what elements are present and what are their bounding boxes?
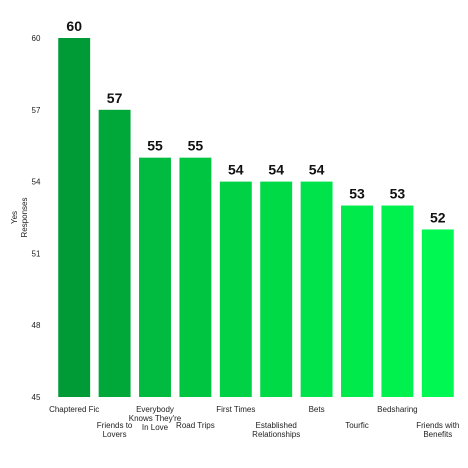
y-tick-label: 45 — [32, 393, 41, 402]
x-tick-label-line: Knows They're — [129, 414, 182, 423]
bar — [179, 157, 212, 397]
bar — [381, 205, 414, 397]
y-axis-ticks: 45 48 51 54 57 60 — [32, 34, 41, 402]
data-label: 54 — [268, 162, 284, 178]
x-tick-label-line: Road Trips — [176, 421, 215, 430]
x-tick-label: First Times — [216, 405, 255, 414]
data-label: 60 — [66, 18, 82, 34]
bar — [260, 181, 293, 397]
y-axis-title: YesResponses — [10, 197, 29, 237]
data-label: 54 — [309, 162, 325, 178]
y-tick-label: 57 — [32, 106, 41, 115]
bar — [341, 205, 373, 397]
bar — [421, 229, 454, 397]
bar — [219, 181, 252, 397]
y-tick-label: 51 — [32, 249, 41, 258]
x-tick-label: Friends to Lovers — [97, 421, 133, 439]
data-label: 54 — [228, 162, 244, 178]
x-tick-label-line: Bets — [309, 405, 325, 414]
x-tick-label-line: Relationships — [252, 430, 300, 439]
data-labels: 60 57 55 55 54 54 54 53 53 52 — [66, 18, 445, 225]
x-tick-label-line: Everybody — [136, 405, 174, 414]
y-tick-label: 54 — [32, 178, 41, 187]
data-label: 52 — [430, 209, 446, 225]
x-tick-label: Bets — [309, 405, 325, 414]
y-tick-label: 60 — [32, 34, 41, 43]
data-label: 53 — [349, 186, 365, 202]
bar — [98, 109, 131, 398]
x-tick-label-line: In Love — [142, 423, 169, 432]
data-label: 55 — [147, 138, 163, 154]
y-tick-label: 48 — [32, 321, 41, 330]
x-tick-label: Tourfic — [345, 421, 369, 430]
bar — [58, 38, 91, 397]
bar — [300, 181, 333, 397]
data-label: 53 — [390, 186, 406, 202]
x-tick-label: Friends with Benefits — [416, 421, 459, 439]
x-tick-label-line: Lovers — [103, 430, 127, 439]
x-tick-label-line: Established — [256, 421, 297, 430]
x-tick-label-line: Tourfic — [345, 421, 369, 430]
x-tick-label-line: Benefits — [423, 430, 452, 439]
x-tick-label: Road Trips — [176, 421, 215, 430]
x-tick-label-line: Bedsharing — [377, 405, 417, 414]
x-tick-label: Everybody Knows They're In Love — [129, 405, 182, 432]
x-tick-label-line: Friends to — [97, 421, 133, 430]
bars — [58, 38, 454, 398]
bar — [139, 157, 171, 397]
y-axis-label: YesResponses — [10, 197, 29, 237]
x-tick-label-line: Chaptered Fic — [49, 405, 99, 414]
y-axis-title-line: Responses — [20, 197, 29, 237]
x-tick-label: Established Relationships — [252, 421, 300, 439]
x-tick-label: Chaptered Fic — [49, 405, 99, 414]
y-axis-title-line: Yes — [10, 211, 19, 224]
data-label: 57 — [107, 90, 123, 106]
x-tick-label-line: First Times — [216, 405, 255, 414]
data-label: 55 — [188, 138, 204, 154]
x-tick-label: Bedsharing — [377, 405, 417, 414]
x-tick-label-line: Friends with — [416, 421, 459, 430]
